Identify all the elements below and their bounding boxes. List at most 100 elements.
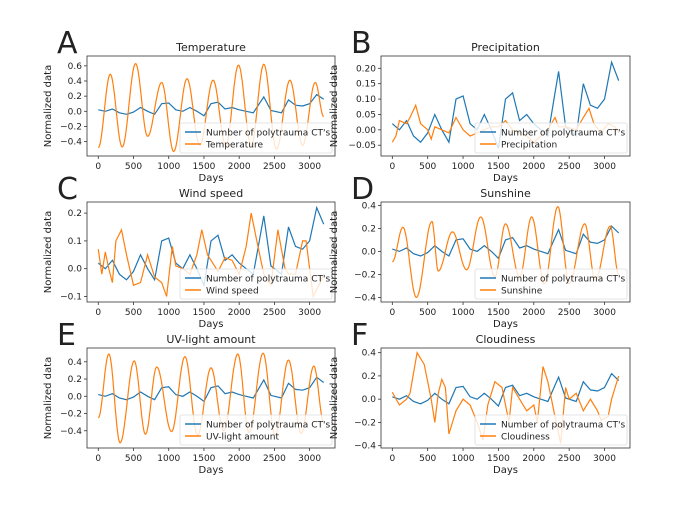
panel-title: Sunshine [480, 187, 531, 200]
y-tick-label: 0.0 [68, 265, 83, 275]
x-tick-label: 1500 [193, 454, 216, 464]
panel-letter: E [57, 318, 76, 353]
x-tick-label: 2500 [263, 454, 286, 464]
x-tick-label: 2000 [228, 308, 251, 318]
y-tick-label: −0.4 [354, 442, 376, 452]
y-tick-label: 0.2 [362, 224, 376, 234]
panel-letter: F [351, 318, 368, 353]
y-tick-label: −0.2 [354, 270, 376, 280]
y-tick-label: 0.6 [68, 62, 83, 72]
y-tick-label: 0.4 [68, 358, 83, 368]
legend-label: Number of polytrauma CT's [501, 421, 625, 431]
y-axis-label: Normalized data [43, 65, 54, 147]
x-tick-label: 0 [95, 162, 101, 172]
panel-title: Cloudiness [476, 333, 536, 346]
axes-frame [86, 347, 336, 449]
legend-label: Number of polytrauma CT's [206, 421, 330, 431]
x-tick-label: 0 [389, 308, 395, 318]
legend-label: Number of polytrauma CT's [501, 129, 625, 139]
legend [474, 414, 628, 446]
legend [179, 122, 333, 154]
axes-frame [380, 55, 631, 157]
x-tick-label: 1000 [157, 308, 180, 318]
x-tick-label: 2000 [228, 454, 251, 464]
panel-title: UV-light amount [166, 333, 256, 346]
panel-f: F Cloudiness 0 500 1000 1500 2000 2500 3000 Days −… [329, 318, 631, 476]
panel-d: D Sunshine 0 500 1000 1500 2000 2500 3000 Days −0.… [329, 172, 631, 330]
panel-e: E UV-light amount 0 500 1000 1500 2000 2500 3000… [43, 318, 336, 476]
y-tick-label: 0.2 [68, 209, 82, 219]
panel-letter: C [57, 172, 78, 207]
x-tick-label: 0 [95, 454, 101, 464]
x-tick-label: 1000 [452, 162, 475, 172]
legend-label: Precipitation [501, 141, 557, 151]
y-axis-label: Normalized data [43, 357, 54, 439]
x-tick-label: 1000 [452, 454, 475, 464]
y-tick-label: −0.2 [354, 418, 376, 428]
series-line-polytrauma [97, 205, 325, 288]
x-tick-label: 500 [419, 162, 436, 172]
x-tick-label: 1500 [487, 162, 510, 172]
y-axis-label: Normalized data [329, 211, 340, 293]
series-line-weather [97, 352, 325, 444]
series-line-polytrauma [392, 225, 620, 260]
x-tick-label: 2500 [263, 162, 286, 172]
x-tick-label: 3000 [298, 308, 321, 318]
legend-label: Temperature [205, 141, 263, 151]
y-tick-label: 0.15 [356, 80, 376, 90]
series-line-polytrauma [392, 372, 620, 408]
y-tick-label: 0.4 [68, 77, 83, 87]
y-tick-label: −0.4 [60, 427, 82, 437]
legend-label: Cloudiness [501, 433, 550, 443]
legend-label: Number of polytrauma CT's [206, 275, 330, 285]
legend-label: Wind speed [206, 287, 259, 297]
x-tick-label: 500 [419, 308, 436, 318]
x-tick-label: 1500 [193, 162, 216, 172]
y-tick-label: −0.1 [60, 292, 82, 302]
y-tick-label: 0.20 [356, 64, 376, 74]
x-tick-label: 3000 [298, 454, 321, 464]
y-axis-label: Normalized data [43, 211, 54, 293]
axes-frame [380, 347, 631, 449]
legend-label: Number of polytrauma CT's [206, 129, 330, 139]
axes-frame [86, 55, 336, 157]
x-tick-label: 500 [125, 308, 142, 318]
x-axis-label: Days [493, 173, 518, 184]
x-tick-label: 0 [389, 454, 395, 464]
panel-title: Wind speed [179, 187, 243, 200]
legend-label: Number of polytrauma CT's [501, 275, 625, 285]
y-tick-label: 0.4 [362, 201, 377, 211]
y-tick-label: −0.05 [348, 141, 376, 151]
y-axis-label: Normalized data [329, 65, 340, 147]
legend [179, 414, 333, 446]
panel-letter: A [57, 26, 78, 61]
x-tick-label: 2500 [558, 308, 581, 318]
x-tick-label: 2000 [522, 454, 545, 464]
legend-label: Sunshine [501, 287, 543, 297]
y-axis-label: Normalized data [329, 357, 340, 439]
x-tick-label: 0 [95, 308, 101, 318]
x-tick-label: 3000 [298, 162, 321, 172]
x-tick-label: 500 [125, 454, 142, 464]
x-tick-label: 1000 [452, 308, 475, 318]
x-tick-label: 1500 [193, 308, 216, 318]
panel-a: A Temperature 0 500 1000 1500 2000 2500 3000 Days… [43, 26, 336, 184]
y-tick-label: 0.2 [362, 372, 376, 382]
panel-letter: D [351, 172, 374, 207]
y-tick-label: 0.0 [68, 107, 83, 117]
y-tick-label: 0.0 [68, 392, 83, 402]
x-tick-label: 1000 [157, 454, 180, 464]
x-tick-label: 1500 [487, 454, 510, 464]
panel-title: Temperature [175, 41, 246, 54]
panel-c: C Wind speed 0 500 1000 1500 2000 2500 3000 Days −… [43, 172, 336, 330]
x-axis-label: Days [493, 465, 518, 476]
y-tick-label: 0.0 [362, 395, 377, 405]
x-tick-label: 3000 [593, 308, 616, 318]
x-axis-label: Days [199, 173, 224, 184]
series-line-weather [392, 205, 620, 299]
legend [474, 268, 628, 300]
y-tick-label: 0.10 [356, 95, 376, 105]
y-tick-label: 0.4 [362, 349, 377, 359]
panel-b: B Precipitation 0 500 1000 1500 2000 2500 3000 Da… [329, 26, 631, 184]
